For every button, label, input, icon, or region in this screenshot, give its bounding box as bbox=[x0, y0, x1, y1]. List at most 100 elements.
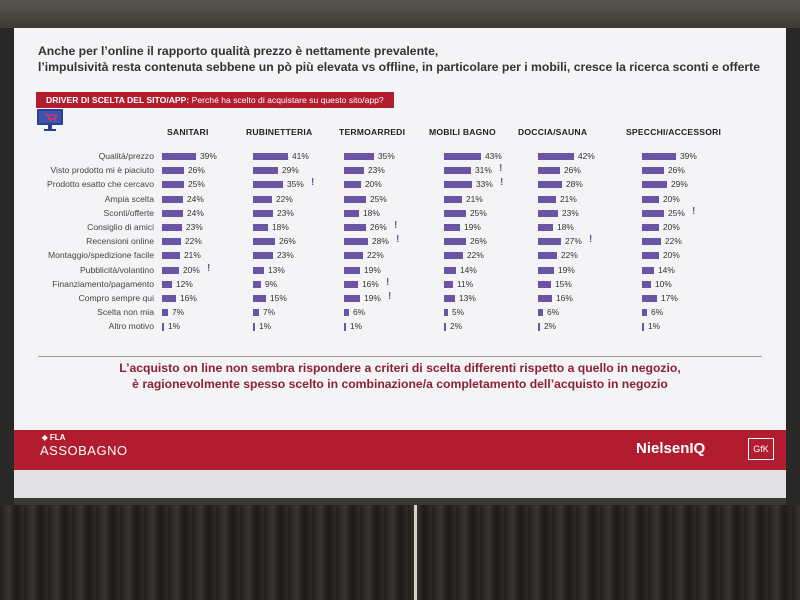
bar bbox=[162, 295, 176, 302]
row-label: Finanziamento/pagamento bbox=[52, 278, 154, 289]
data-label: 25% bbox=[470, 207, 487, 218]
data-label: 20% bbox=[663, 250, 680, 261]
bar bbox=[642, 181, 667, 189]
alert-mark: ! bbox=[396, 234, 400, 246]
bar bbox=[344, 295, 360, 302]
bar bbox=[162, 280, 172, 288]
bar bbox=[642, 295, 657, 302]
bar bbox=[253, 252, 273, 260]
row-label: Compro sempre qui bbox=[78, 293, 154, 303]
data-label: 26% bbox=[370, 222, 387, 232]
bar bbox=[642, 252, 659, 260]
data-label: 2% bbox=[544, 321, 557, 332]
data-label: 33% bbox=[476, 179, 493, 190]
data-label: 18% bbox=[557, 222, 574, 232]
data-label: 1% bbox=[168, 321, 181, 332]
bar bbox=[538, 195, 556, 203]
row-label: Qualità/prezzo bbox=[98, 151, 154, 161]
bar bbox=[444, 295, 455, 302]
row-label: Pubblicità/volantino bbox=[79, 264, 154, 275]
bar bbox=[253, 322, 255, 331]
data-label: 23% bbox=[562, 207, 579, 218]
bar bbox=[162, 153, 196, 160]
bar bbox=[538, 181, 562, 189]
fla-logo: ⬥ FLA bbox=[42, 433, 66, 442]
data-label: 2% bbox=[450, 321, 463, 332]
category-header: DOCCIA/SAUNA bbox=[518, 127, 588, 137]
bar bbox=[444, 224, 460, 231]
bar bbox=[538, 209, 558, 217]
room-ceiling bbox=[0, 0, 800, 28]
data-label: 29% bbox=[671, 179, 688, 190]
data-label: 13% bbox=[268, 264, 285, 275]
bar bbox=[538, 280, 551, 288]
data-label: 19% bbox=[364, 293, 381, 303]
bar bbox=[642, 167, 664, 175]
alert-mark: ! bbox=[500, 177, 504, 189]
data-label: 29% bbox=[282, 165, 299, 176]
bar bbox=[642, 309, 647, 317]
data-label: 21% bbox=[466, 193, 483, 204]
alert-mark: ! bbox=[311, 177, 315, 189]
driver-question-banner: DRIVER DI SCELTA DEL SITO/APP: Perché ha… bbox=[36, 92, 394, 108]
bar bbox=[253, 238, 275, 246]
bar bbox=[162, 266, 179, 274]
alert-mark: ! bbox=[386, 276, 390, 288]
data-label: 26% bbox=[564, 165, 581, 176]
data-label: 42% bbox=[578, 151, 595, 161]
bar bbox=[253, 309, 259, 317]
data-label: 39% bbox=[200, 151, 217, 161]
bar bbox=[253, 195, 272, 203]
data-label: 1% bbox=[648, 321, 661, 332]
data-label: 25% bbox=[370, 193, 387, 204]
bar bbox=[162, 322, 164, 331]
bar bbox=[642, 322, 644, 331]
screen-lower-band bbox=[14, 470, 786, 498]
bar bbox=[344, 209, 359, 217]
category-header: SANITARI bbox=[167, 127, 209, 137]
bar bbox=[642, 280, 651, 288]
footer-bar: ⬥ FLA ASSOBAGNO NielsenIQ GfK bbox=[14, 430, 786, 470]
bar bbox=[538, 266, 554, 274]
conclusion-line-2: è ragionevolmente spesso scelto in combi… bbox=[132, 377, 668, 391]
bar bbox=[538, 295, 552, 302]
divider-line bbox=[38, 356, 762, 357]
bar bbox=[444, 181, 472, 189]
bar bbox=[253, 295, 266, 302]
data-label: 26% bbox=[470, 236, 487, 247]
data-label: 22% bbox=[665, 236, 682, 247]
bar bbox=[642, 224, 659, 231]
row-label: Prodotto esatto che cercavo bbox=[46, 179, 154, 190]
data-label: 6% bbox=[547, 307, 560, 318]
data-label: 13% bbox=[459, 293, 476, 303]
alert-mark: ! bbox=[388, 291, 392, 302]
data-label: 22% bbox=[276, 193, 293, 204]
data-label: 19% bbox=[364, 264, 381, 275]
data-label: 9% bbox=[265, 278, 278, 289]
data-label: 18% bbox=[363, 207, 380, 218]
data-label: 26% bbox=[188, 165, 205, 176]
row-label: Sconti/offerte bbox=[103, 207, 154, 218]
data-label: 22% bbox=[185, 236, 202, 247]
row-label: Montaggio/spedizione facile bbox=[47, 250, 154, 261]
data-label: 28% bbox=[372, 236, 389, 247]
data-label: 10% bbox=[655, 278, 672, 289]
alert-mark: ! bbox=[692, 205, 696, 217]
monitor-cart-icon bbox=[37, 109, 63, 131]
bar bbox=[253, 181, 283, 189]
bar bbox=[253, 280, 261, 288]
bar bbox=[538, 238, 561, 246]
bar bbox=[538, 153, 574, 160]
data-label: 25% bbox=[668, 207, 685, 218]
bar bbox=[444, 309, 448, 317]
data-label: 22% bbox=[561, 250, 578, 261]
data-label: 7% bbox=[263, 307, 276, 318]
data-label: 19% bbox=[558, 264, 575, 275]
data-label: 27% bbox=[565, 236, 582, 247]
row-label: Scelta non mia bbox=[97, 307, 154, 318]
nielseniq-logo: NielsenIQ bbox=[636, 440, 706, 457]
bar bbox=[538, 309, 543, 317]
row-label: Visto prodotto mi è piaciuto bbox=[50, 165, 154, 176]
data-label: 16% bbox=[362, 278, 379, 289]
data-label: 35% bbox=[378, 151, 395, 161]
